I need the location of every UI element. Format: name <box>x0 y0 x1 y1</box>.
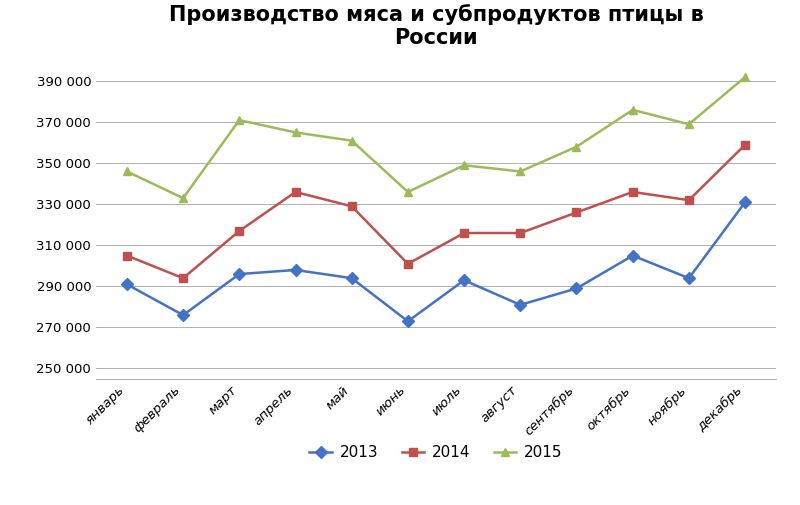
2015 <box>628 107 638 113</box>
2015 <box>572 144 582 150</box>
2014 <box>515 230 525 236</box>
2014 <box>459 230 469 236</box>
2013 <box>122 281 132 287</box>
2013 <box>684 275 694 281</box>
2013 <box>459 277 469 283</box>
Line: 2015: 2015 <box>122 73 750 203</box>
2014 <box>403 261 413 267</box>
2014 <box>684 197 694 203</box>
Title: Производство мяса и субпродуктов птицы в
России: Производство мяса и субпродуктов птицы в… <box>169 4 703 48</box>
2013 <box>403 318 413 324</box>
2015 <box>403 189 413 195</box>
2015 <box>290 129 300 135</box>
2014 <box>122 252 132 259</box>
2015 <box>684 121 694 127</box>
2013 <box>572 285 582 291</box>
2013 <box>515 302 525 308</box>
2015 <box>347 138 357 144</box>
Line: 2014: 2014 <box>122 140 750 282</box>
2014 <box>572 210 582 216</box>
2013 <box>347 275 357 281</box>
2013 <box>234 271 244 277</box>
2014 <box>178 275 188 281</box>
2015 <box>515 168 525 174</box>
2015 <box>459 162 469 168</box>
2015 <box>178 195 188 201</box>
2013 <box>290 267 300 273</box>
2014 <box>740 142 750 148</box>
2014 <box>347 204 357 210</box>
2014 <box>628 189 638 195</box>
Line: 2013: 2013 <box>122 198 750 325</box>
2013 <box>178 312 188 318</box>
2015 <box>234 117 244 123</box>
2014 <box>234 228 244 234</box>
2014 <box>290 189 300 195</box>
2013 <box>740 199 750 205</box>
2013 <box>628 252 638 259</box>
Legend: 2013, 2014, 2015: 2013, 2014, 2015 <box>303 439 569 467</box>
2015 <box>122 168 132 174</box>
2015 <box>740 74 750 80</box>
